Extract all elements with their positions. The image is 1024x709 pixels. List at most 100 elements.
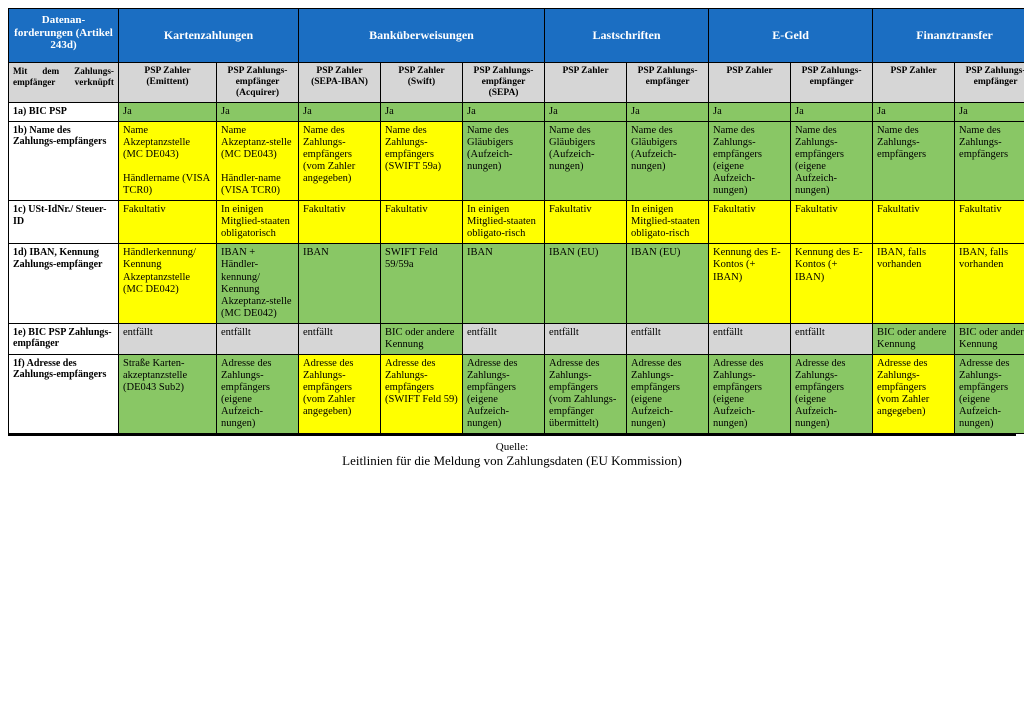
subheader-0: PSP Zahler (Emittent) — [119, 63, 217, 103]
cell: Fakultativ — [299, 201, 381, 244]
cell: Kennung des E-Kontos (+ IBAN) — [709, 244, 791, 323]
cell: Name des Zahlungs-empfängers — [873, 121, 955, 200]
cell: entfällt — [627, 323, 709, 354]
cell: IBAN — [299, 244, 381, 323]
header-group-0: Kartenzahlungen — [119, 9, 299, 63]
cell: Name des Gläubigers (Aufzeich-nungen) — [463, 121, 545, 200]
cell: Adresse des Zahlungs-empfängers (eigene … — [955, 354, 1024, 433]
cell: Fakultativ — [709, 201, 791, 244]
subheader-10: PSP Zahlungs-empfänger — [955, 63, 1024, 103]
table-row: 1f) Adresse des Zahlungs-empfängersStraß… — [9, 354, 1024, 433]
subheader-4: PSP Zahlungs-empfänger (SEPA) — [463, 63, 545, 103]
header-group-2: Lastschriften — [545, 9, 709, 63]
cell: entfällt — [119, 323, 217, 354]
cell: Name des Zahlungs-empfängers — [955, 121, 1024, 200]
cell: Fakultativ — [545, 201, 627, 244]
header-group-4: Finanztransfer — [873, 9, 1024, 63]
cell: Fakultativ — [955, 201, 1024, 244]
cell: In einigen Mitglied-staaten obligato-ris… — [463, 201, 545, 244]
subheader-6: PSP Zahlungs-empfänger — [627, 63, 709, 103]
table-row: 1e) BIC PSP Zahlungs-empfängerentfällten… — [9, 323, 1024, 354]
cell: Ja — [627, 102, 709, 121]
source-label: Quelle: — [496, 441, 528, 453]
subheader-9: PSP Zahler — [873, 63, 955, 103]
requirements-table: Datenan-forderungen (Artikel 243d) Karte… — [8, 8, 1024, 434]
cell: Adresse des Zahlungs-empfängers (eigene … — [791, 354, 873, 433]
source-text: Leitlinien für die Meldung von Zahlungsd… — [342, 453, 682, 468]
cell: Ja — [217, 102, 299, 121]
subheader-row: Mit dem Zahlungs-empfänger verknüpft PSP… — [9, 63, 1024, 103]
table-row: 1b) Name des Zahlungs-empfängersName Akz… — [9, 121, 1024, 200]
cell: Name des Zahlungs-empfängers (eigene Auf… — [709, 121, 791, 200]
cell: Fakultativ — [381, 201, 463, 244]
cell: Adresse des Zahlungs-empfängers (vom Zah… — [873, 354, 955, 433]
cell: Adresse des Zahlungs-empfängers (SWIFT F… — [381, 354, 463, 433]
cell: Händlerkennung/ Kennung Akzeptanzstelle … — [119, 244, 217, 323]
cell: IBAN (EU) — [545, 244, 627, 323]
cell: Ja — [463, 102, 545, 121]
cell: IBAN, falls vorhanden — [873, 244, 955, 323]
cell: Ja — [791, 102, 873, 121]
subheader-5: PSP Zahler — [545, 63, 627, 103]
table-row: 1a) BIC PSPJaJaJaJaJaJaJaJaJaJaJa — [9, 102, 1024, 121]
subheader-3: PSP Zahler (Swift) — [381, 63, 463, 103]
cell: In einigen Mitglied-staaten obligato-ris… — [627, 201, 709, 244]
cell: entfällt — [545, 323, 627, 354]
row-label: 1e) BIC PSP Zahlungs-empfänger — [9, 323, 119, 354]
cell: Ja — [299, 102, 381, 121]
cell: Ja — [119, 102, 217, 121]
cell: Name des Gläubigers (Aufzeich-nungen) — [627, 121, 709, 200]
cell: Ja — [955, 102, 1024, 121]
table-row: 1c) USt-IdNr./ Steuer-IDFakultativIn ein… — [9, 201, 1024, 244]
cell: Name des Zahlungs-empfängers (eigene Auf… — [791, 121, 873, 200]
subheader-7: PSP Zahler — [709, 63, 791, 103]
subheader-2: PSP Zahler (SEPA-IBAN) — [299, 63, 381, 103]
table-row: 1d) IBAN, Kennung Zahlungs-empfängerHänd… — [9, 244, 1024, 323]
cell: Ja — [545, 102, 627, 121]
cell: Adresse des Zahlungs-empfängers (vom Zah… — [299, 354, 381, 433]
cell: Fakultativ — [873, 201, 955, 244]
cell: Name des Zahlungs-empfängers (SWIFT 59a) — [381, 121, 463, 200]
caption: Quelle: Leitlinien für die Meldung von Z… — [8, 440, 1016, 469]
row-label: 1c) USt-IdNr./ Steuer-ID — [9, 201, 119, 244]
cell: BIC oder andere Kennung — [381, 323, 463, 354]
cell: Kennung des E-Kontos (+ IBAN) — [791, 244, 873, 323]
cell: entfällt — [463, 323, 545, 354]
header-left: Datenan-forderungen (Artikel 243d) — [9, 9, 119, 63]
cell: Name Akzeptanz-stelle (MC DE043)Händler-… — [217, 121, 299, 200]
cell: Name des Zahlungs-empfängers (vom Zahler… — [299, 121, 381, 200]
row-label: 1f) Adresse des Zahlungs-empfängers — [9, 354, 119, 433]
cell: entfällt — [791, 323, 873, 354]
cell: Name des Gläubigers (Aufzeich-nungen) — [545, 121, 627, 200]
row-label: 1d) IBAN, Kennung Zahlungs-empfänger — [9, 244, 119, 323]
cell: Adresse des Zahlungs-empfängers (eigene … — [463, 354, 545, 433]
row-label: 1b) Name des Zahlungs-empfängers — [9, 121, 119, 200]
cell: In einigen Mitglied-staaten obligatorisc… — [217, 201, 299, 244]
cell: IBAN (EU) — [627, 244, 709, 323]
cell: IBAN, falls vorhanden — [955, 244, 1024, 323]
cell: Ja — [709, 102, 791, 121]
cell: Fakultativ — [791, 201, 873, 244]
cell: Name Akzeptanzstelle (MC DE043)Händlerna… — [119, 121, 217, 200]
cell: entfällt — [217, 323, 299, 354]
cell: Ja — [873, 102, 955, 121]
cell: Adresse des Zahlungs-empfängers (vom Zah… — [545, 354, 627, 433]
cell: Adresse des Zahlungs-empfängers (eigene … — [627, 354, 709, 433]
cell: BIC oder andere Kennung — [955, 323, 1024, 354]
cell: Ja — [381, 102, 463, 121]
cell: SWIFT Feld 59/59a — [381, 244, 463, 323]
cell: IBAN — [463, 244, 545, 323]
header-group-3: E-Geld — [709, 9, 873, 63]
cell: Adresse des Zahlungs-empfängers (eigene … — [217, 354, 299, 433]
cell: Adresse des Zahlungs-empfängers (eigene … — [709, 354, 791, 433]
subheader-left: Mit dem Zahlungs-empfänger verknüpft — [9, 63, 119, 103]
cell: entfällt — [299, 323, 381, 354]
header-group-1: Banküberweisungen — [299, 9, 545, 63]
cell: Fakultativ — [119, 201, 217, 244]
cell: BIC oder andere Kennung — [873, 323, 955, 354]
table-body: 1a) BIC PSPJaJaJaJaJaJaJaJaJaJaJa1b) Nam… — [9, 102, 1024, 434]
cell: Straße Karten-akzeptanzstelle (DE043 Sub… — [119, 354, 217, 433]
row-label: 1a) BIC PSP — [9, 102, 119, 121]
bottom-divider — [8, 434, 1016, 436]
subheader-1: PSP Zahlungs-empfänger (Acquirer) — [217, 63, 299, 103]
